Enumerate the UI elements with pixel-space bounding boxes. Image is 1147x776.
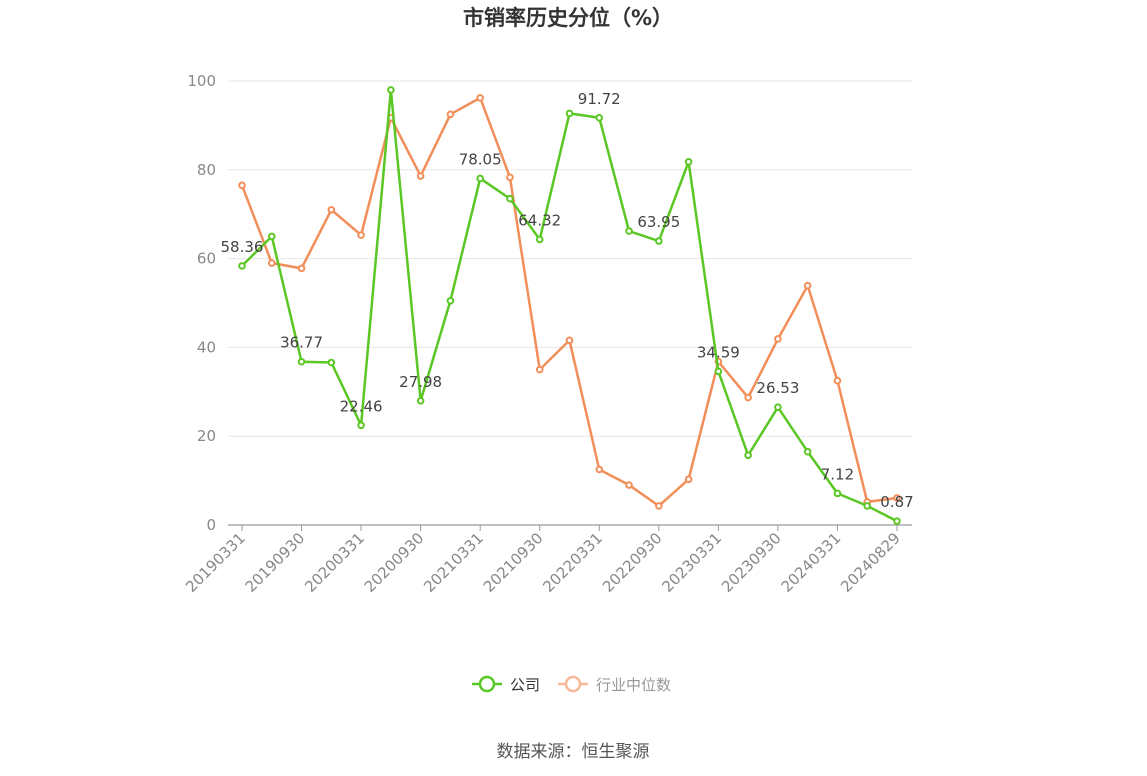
data-point <box>625 481 633 489</box>
data-point <box>506 194 514 203</box>
data-label: 36.77 <box>280 334 323 352</box>
data-point <box>357 231 365 239</box>
data-point <box>625 227 633 235</box>
x-tick-label: 20190930 <box>242 529 309 596</box>
data-point <box>327 205 336 214</box>
legend: 公司 行业中位数 <box>472 675 671 694</box>
data-point <box>535 365 544 374</box>
data-label: 26.53 <box>756 379 799 397</box>
y-tick-label: 100 <box>187 72 216 90</box>
x-axis: 2019033120190930202003312020093020210331… <box>182 524 912 596</box>
legend-marker <box>564 675 582 693</box>
data-point <box>476 174 484 183</box>
data-point <box>565 336 574 345</box>
data-point <box>267 232 276 241</box>
data-point <box>476 94 484 102</box>
data-labels: 58.36 36.77 22.46 27.98 78.05 64.32 91.72 63.95… <box>221 90 914 511</box>
data-point <box>416 396 425 405</box>
data-point <box>833 489 842 498</box>
x-tick-label: 20230930 <box>718 529 785 596</box>
data-label: 63.95 <box>637 213 680 231</box>
x-tick-label: 20210930 <box>480 529 547 596</box>
data-point <box>595 465 604 474</box>
x-tick-label: 20200930 <box>361 529 428 596</box>
data-point <box>297 264 306 273</box>
x-tick-label: 20220930 <box>599 529 666 596</box>
data-point <box>863 502 872 510</box>
data-point <box>506 173 514 182</box>
x-tick-label: 20190331 <box>182 529 249 596</box>
data-point <box>387 86 395 94</box>
x-tick-label: 20240829 <box>837 529 904 596</box>
data-point <box>774 335 782 343</box>
y-tick-label: 40 <box>197 338 216 356</box>
legend-marker <box>478 675 496 693</box>
data-label: 34.59 <box>697 343 740 361</box>
series-line-0 <box>241 88 898 523</box>
legend-item-0: 公司 <box>472 675 540 694</box>
data-point <box>655 502 663 510</box>
data-label: 22.46 <box>340 397 383 415</box>
data-point <box>744 451 752 460</box>
data-point <box>446 110 455 119</box>
data-point <box>238 181 246 190</box>
data-point <box>238 262 246 270</box>
series-line-1 <box>240 96 898 508</box>
y-axis: 0 20 40 60 80 100 <box>187 72 216 534</box>
y-tick-label: 0 <box>206 516 216 534</box>
data-label: 7.12 <box>821 465 854 483</box>
data-point <box>655 237 663 245</box>
x-tick-label: 20220331 <box>539 529 606 596</box>
data-point <box>416 172 425 180</box>
y-tick-label: 60 <box>197 250 216 268</box>
data-point <box>833 376 842 385</box>
x-tick-label: 20230331 <box>658 529 725 596</box>
data-label: 78.05 <box>459 150 502 168</box>
data-label: 0.87 <box>880 493 913 511</box>
data-point <box>893 494 901 502</box>
source-note: 数据来源：恒生聚源 <box>497 742 650 762</box>
legend-label: 公司 <box>510 676 540 694</box>
data-point <box>803 281 812 290</box>
legend-label: 行业中位数 <box>596 676 671 694</box>
data-point <box>327 358 336 367</box>
data-point <box>684 158 693 166</box>
y-tick-label: 80 <box>197 161 216 179</box>
data-point <box>744 393 752 402</box>
series-layer <box>238 86 901 525</box>
legend-item-1: 行业中位数 <box>558 675 671 694</box>
x-tick-label: 20200331 <box>301 529 368 596</box>
data-point <box>684 475 693 484</box>
data-point <box>774 403 782 412</box>
chart-title: 市销率历史分位（%） <box>463 6 673 30</box>
data-label: 27.98 <box>399 373 442 391</box>
data-point <box>446 296 455 305</box>
data-label: 64.32 <box>518 211 561 229</box>
y-tick-label: 20 <box>197 427 216 445</box>
data-point <box>297 357 306 366</box>
data-point <box>565 109 574 118</box>
x-tick-label: 20240331 <box>778 529 845 596</box>
data-point <box>535 235 544 244</box>
data-label: 91.72 <box>578 90 621 108</box>
data-point <box>267 259 276 267</box>
grid <box>228 80 912 437</box>
x-tick-label: 20210331 <box>420 529 487 596</box>
data-point <box>357 421 365 430</box>
data-point <box>714 367 723 376</box>
data-point <box>893 517 901 525</box>
data-point <box>595 113 604 122</box>
data-label: 58.36 <box>221 238 264 256</box>
data-point <box>803 447 812 456</box>
